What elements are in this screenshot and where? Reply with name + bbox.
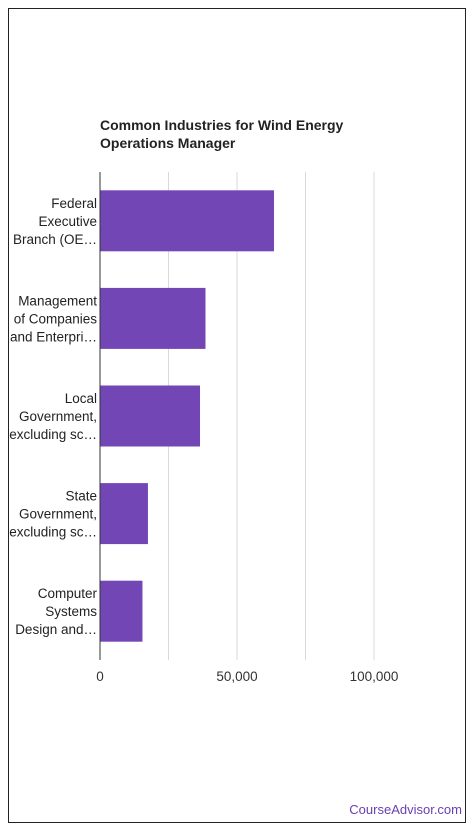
bar[interactable] [100, 190, 274, 252]
x-tick-label: 0 [96, 669, 104, 684]
category-label: Management [18, 293, 97, 308]
x-tick-label: 50,000 [216, 669, 257, 684]
category-label: excluding sc… [9, 427, 97, 442]
category-label: of Companies [14, 311, 98, 326]
bar[interactable] [100, 483, 148, 545]
category-label: Government, [19, 507, 97, 522]
x-tick-label: 100,000 [350, 669, 399, 684]
category-label: Government, [19, 409, 97, 424]
category-label: Systems [45, 604, 97, 619]
category-label: Branch (OE… [13, 232, 97, 247]
chart-title: Common Industries for Wind Energy Operat… [100, 117, 344, 151]
category-label: Federal [51, 196, 97, 211]
category-label: Executive [38, 214, 97, 229]
credit-link[interactable]: CourseAdvisor.com [349, 802, 462, 817]
category-labels: Federal Executive Branch (OE… Management of … [9, 196, 97, 637]
grid-lines [168, 172, 375, 660]
category-label: excluding sc… [9, 525, 97, 540]
category-label: Local [65, 391, 97, 406]
category-label: and Enterpri… [10, 329, 97, 344]
category-label: Design and… [15, 622, 97, 637]
bars [100, 190, 274, 642]
x-tick-labels: 0 50,000 100,000 [96, 669, 398, 684]
bar[interactable] [100, 580, 143, 642]
category-label: State [65, 489, 97, 504]
bar[interactable] [100, 385, 201, 447]
category-label: Computer [38, 586, 98, 601]
bar[interactable] [100, 287, 206, 349]
